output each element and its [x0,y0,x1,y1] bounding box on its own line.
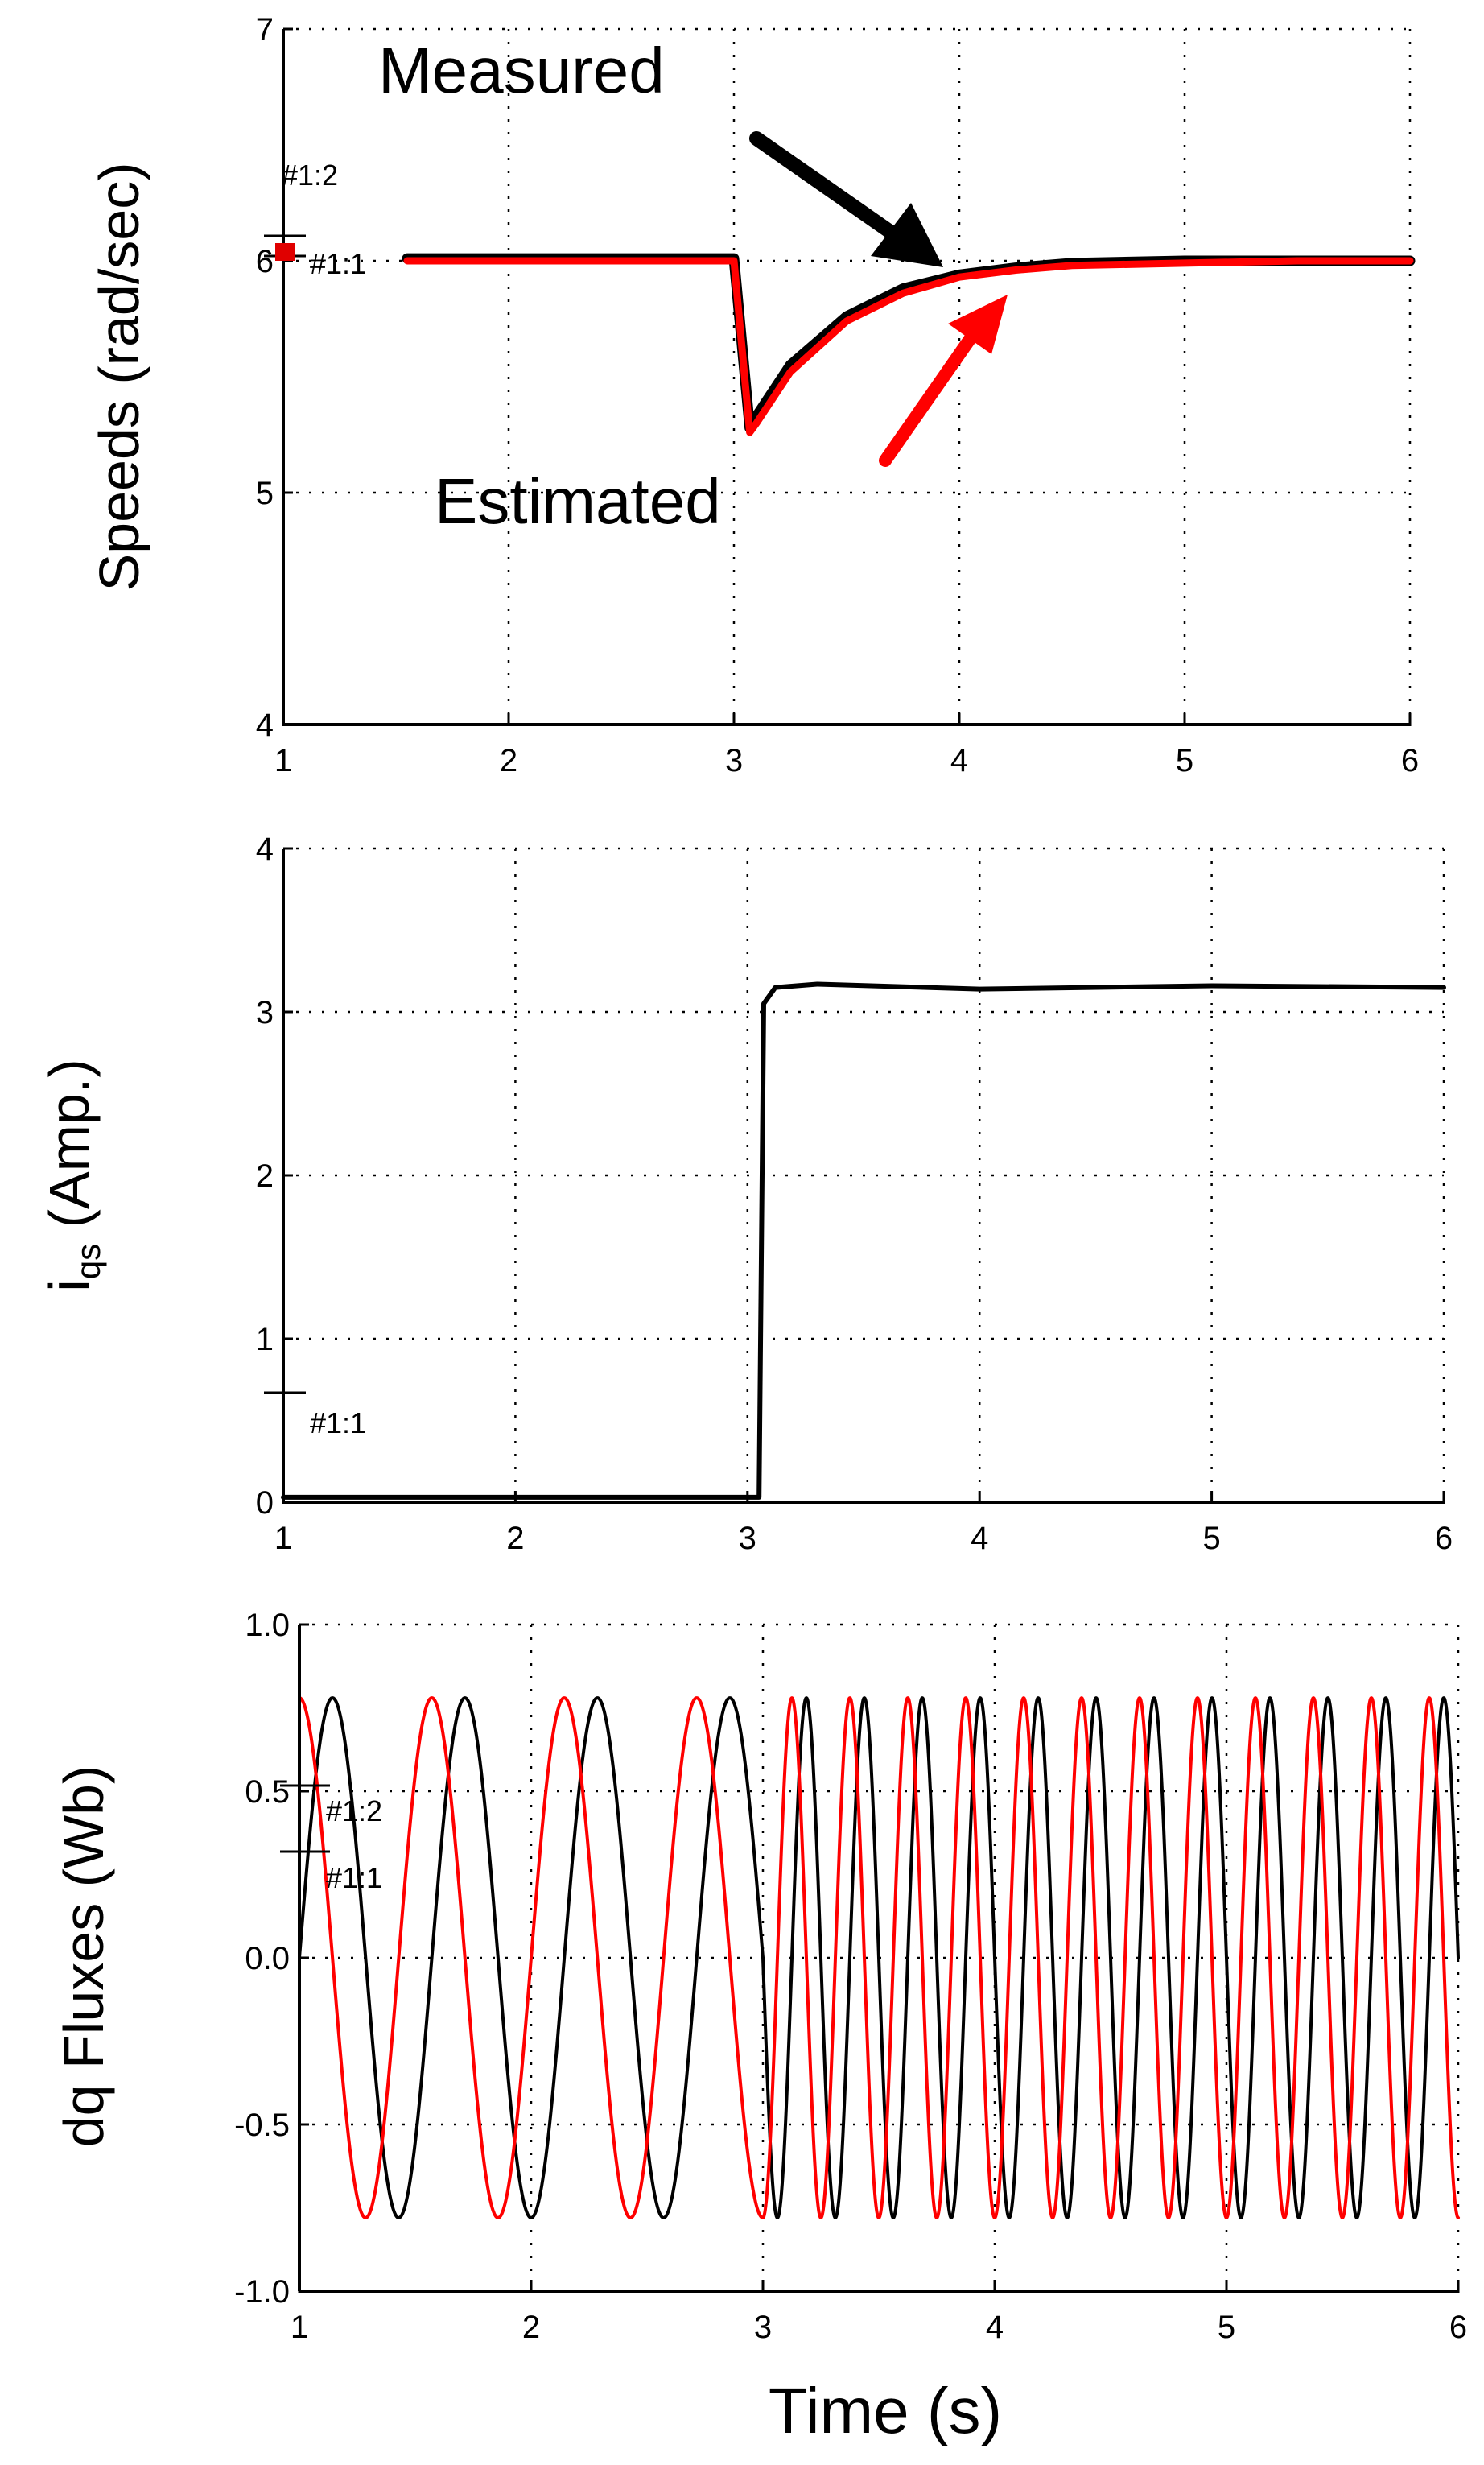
speeds-cursor-label-1: #1:1 [310,247,366,280]
fluxes-cursor-label-1: #1:1 [326,1861,382,1894]
iqs-y-ticks: 0 1 2 3 4 [256,832,293,1521]
iqs-x-tick-label: 2 [506,1521,524,1556]
speeds-series-2 [403,257,1414,436]
fluxes-x-tick-label: 5 [1218,2310,1235,2345]
iqs-y-label-sub: qs [69,1244,107,1279]
iqs-y-tick-label: 2 [256,1158,274,1194]
iqs-x-tick-label: 5 [1202,1521,1220,1556]
fluxes-y-tick-label: 0.5 [245,1774,290,1810]
iqs-y-label-rest: (Amp.) [38,1059,101,1243]
iqs-x-tick-label: 4 [971,1521,988,1556]
fluxes-x-tick-label: 6 [1449,2310,1467,2345]
speeds-y-tick-label: 4 [256,708,274,743]
speeds-y-tick-label: 7 [256,12,274,47]
iqs-series-1 [281,981,1446,1500]
fluxes-x-tick-label: 3 [754,2310,772,2345]
fluxes-y-tick-label: -0.5 [234,2108,290,2143]
speeds-y-label: Speeds (rad/sec) [88,162,150,591]
iqs-cursor-label-1: #1:1 [310,1406,366,1439]
fluxes-x-tick-label: 2 [522,2310,540,2345]
estimated-arrow [879,295,1008,467]
iqs-y-tick-label: 4 [256,832,274,867]
speeds-cursor-label-2: #1:2 [282,159,338,192]
fluxes-y-label: dq Fluxes (Wb) [52,1765,115,2148]
speeds-x-tick-label: 6 [1401,743,1419,778]
iqs-x-tick-label: 6 [1435,1521,1453,1556]
iqs-y-tick-label: 3 [256,995,274,1030]
iqs-x-ticks: 1 2 3 4 5 6 [274,1491,1453,1556]
iqs-x-tick-label: 1 [274,1521,292,1556]
measured-annotation: Measured [378,35,665,106]
fluxes-y-ticks: -1.0 -0.5 0.0 0.5 1.0 [234,1608,309,2310]
fluxes-cursor-label-2: #1:2 [326,1794,382,1827]
iqs-grid [283,847,1445,1502]
speeds-x-ticks: 1 2 3 4 5 6 [274,713,1419,778]
fluxes-x-tick-label: 1 [291,2310,308,2345]
speeds-x-tick-label: 3 [725,743,743,778]
fluxes-panel: 1 2 3 4 5 6 -1.0 -0.5 0.0 0.5 1.0 #1:2 #1:1 dq Fl… [52,1608,1467,2446]
speeds-series-1 [402,253,1416,433]
fluxes-x-ticks: 1 2 3 4 5 6 [291,2280,1467,2345]
fluxes-y-tick-label: 0.0 [245,1941,290,1976]
fluxes-series-1 [298,1696,1460,2219]
speeds-x-tick-label: 5 [1176,743,1193,778]
fluxes-series-2 [298,1696,1460,2219]
fluxes-x-tick-label: 4 [986,2310,1004,2345]
iqs-y-label-main: i [38,1279,101,1292]
speeds-grid [283,27,1412,725]
speeds-y-ticks: 4 5 6 7 [256,12,293,743]
fluxes-x-label: Time (s) [769,2375,1002,2446]
iqs-series [281,981,1446,1500]
speeds-panel: 1 2 3 4 5 6 4 5 6 7 #1:2 #1:1 Measured Estimated… [88,12,1419,778]
iqs-y-label: iqs (Amp.) [38,1059,107,1291]
iqs-y-tick-label: 1 [256,1322,274,1357]
speeds-y-tick-label: 5 [256,476,274,511]
estimated-annotation: Estimated [435,465,721,537]
fluxes-y-tick-label: 1.0 [245,1608,290,1643]
fluxes-series [298,1696,1460,2219]
fluxes-y-tick-label: -1.0 [234,2274,290,2310]
speeds-y-tick-label: 6 [256,244,274,279]
speeds-x-tick-label: 1 [274,743,292,778]
speeds-series [402,253,1416,436]
speeds-x-tick-label: 2 [500,743,517,778]
speeds-start-marker [275,243,295,261]
iqs-y-tick-label: 0 [256,1485,274,1521]
speeds-x-tick-label: 4 [950,743,968,778]
iqs-x-tick-label: 3 [739,1521,756,1556]
measured-arrow [749,131,943,267]
